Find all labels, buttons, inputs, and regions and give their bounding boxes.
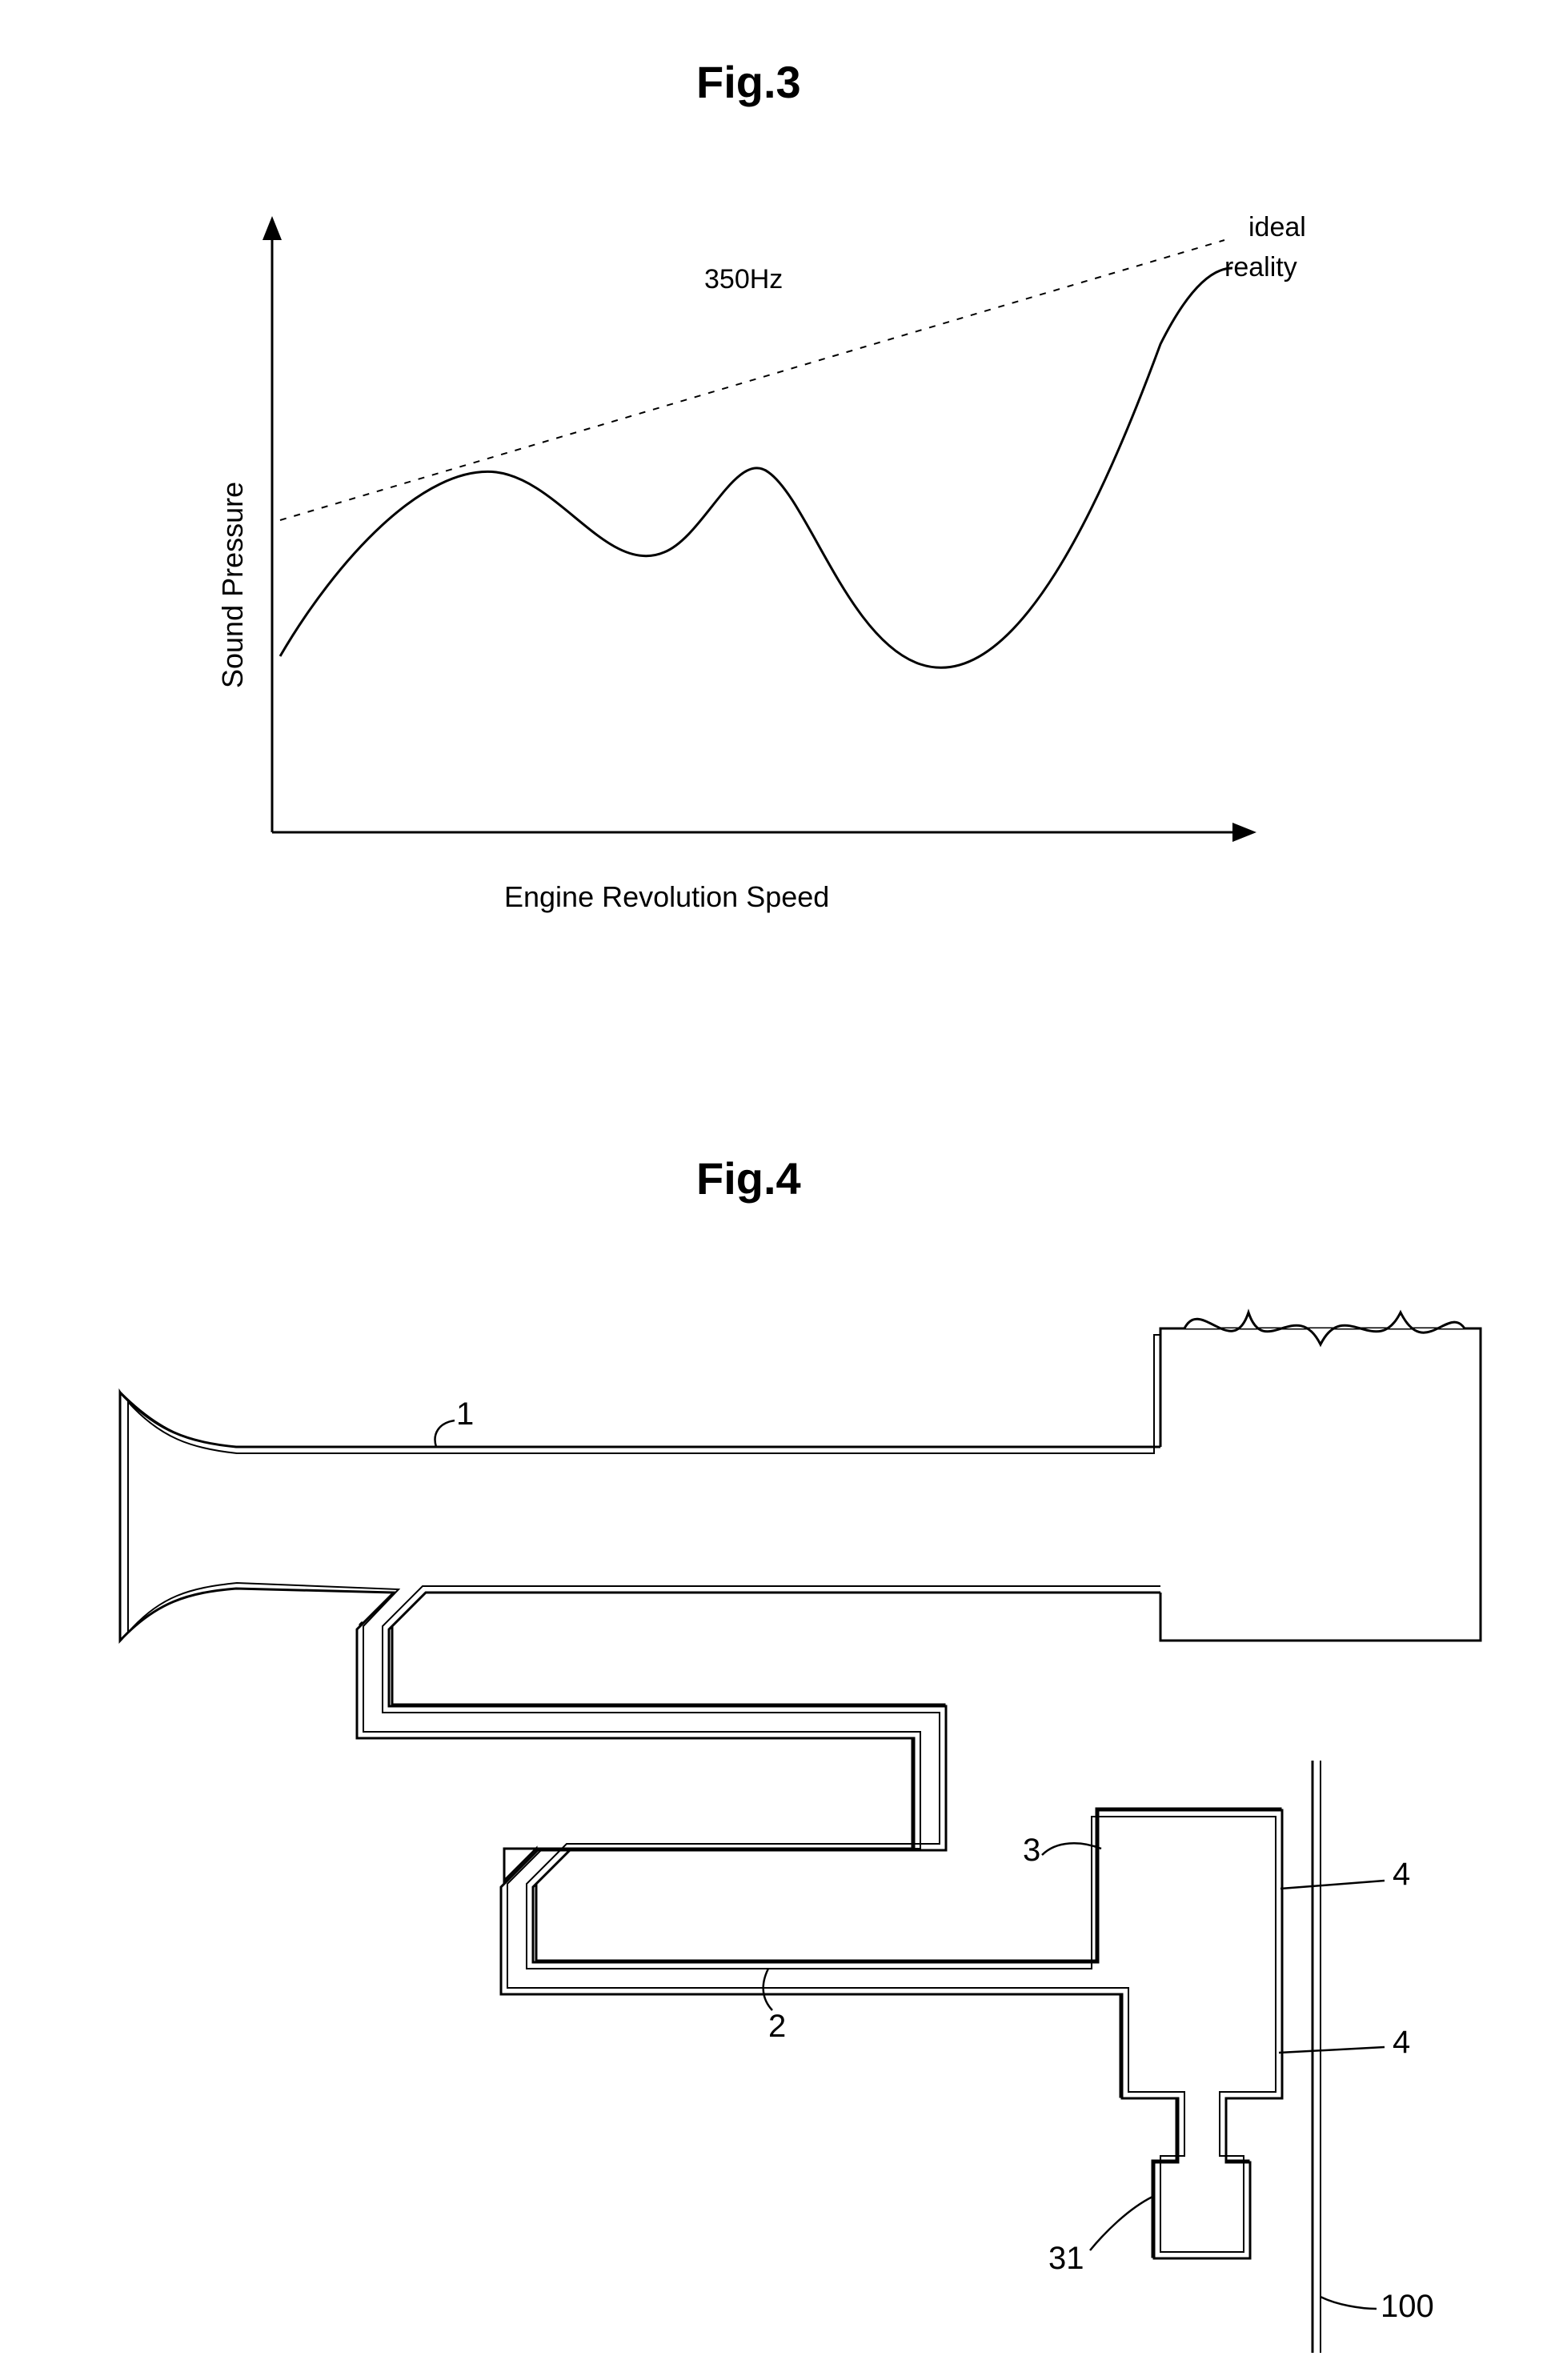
callout-4a: 4 <box>1393 1857 1410 1893</box>
callout-31: 31 <box>1048 2241 1084 2277</box>
callout-3: 3 <box>1023 1833 1040 1869</box>
callout-1: 1 <box>456 1396 474 1432</box>
engine-block <box>1160 1312 1481 1641</box>
callout-4b: 4 <box>1393 2025 1410 2061</box>
callout-2: 2 <box>768 2009 786 2045</box>
callout-100: 100 <box>1381 2289 1434 2325</box>
